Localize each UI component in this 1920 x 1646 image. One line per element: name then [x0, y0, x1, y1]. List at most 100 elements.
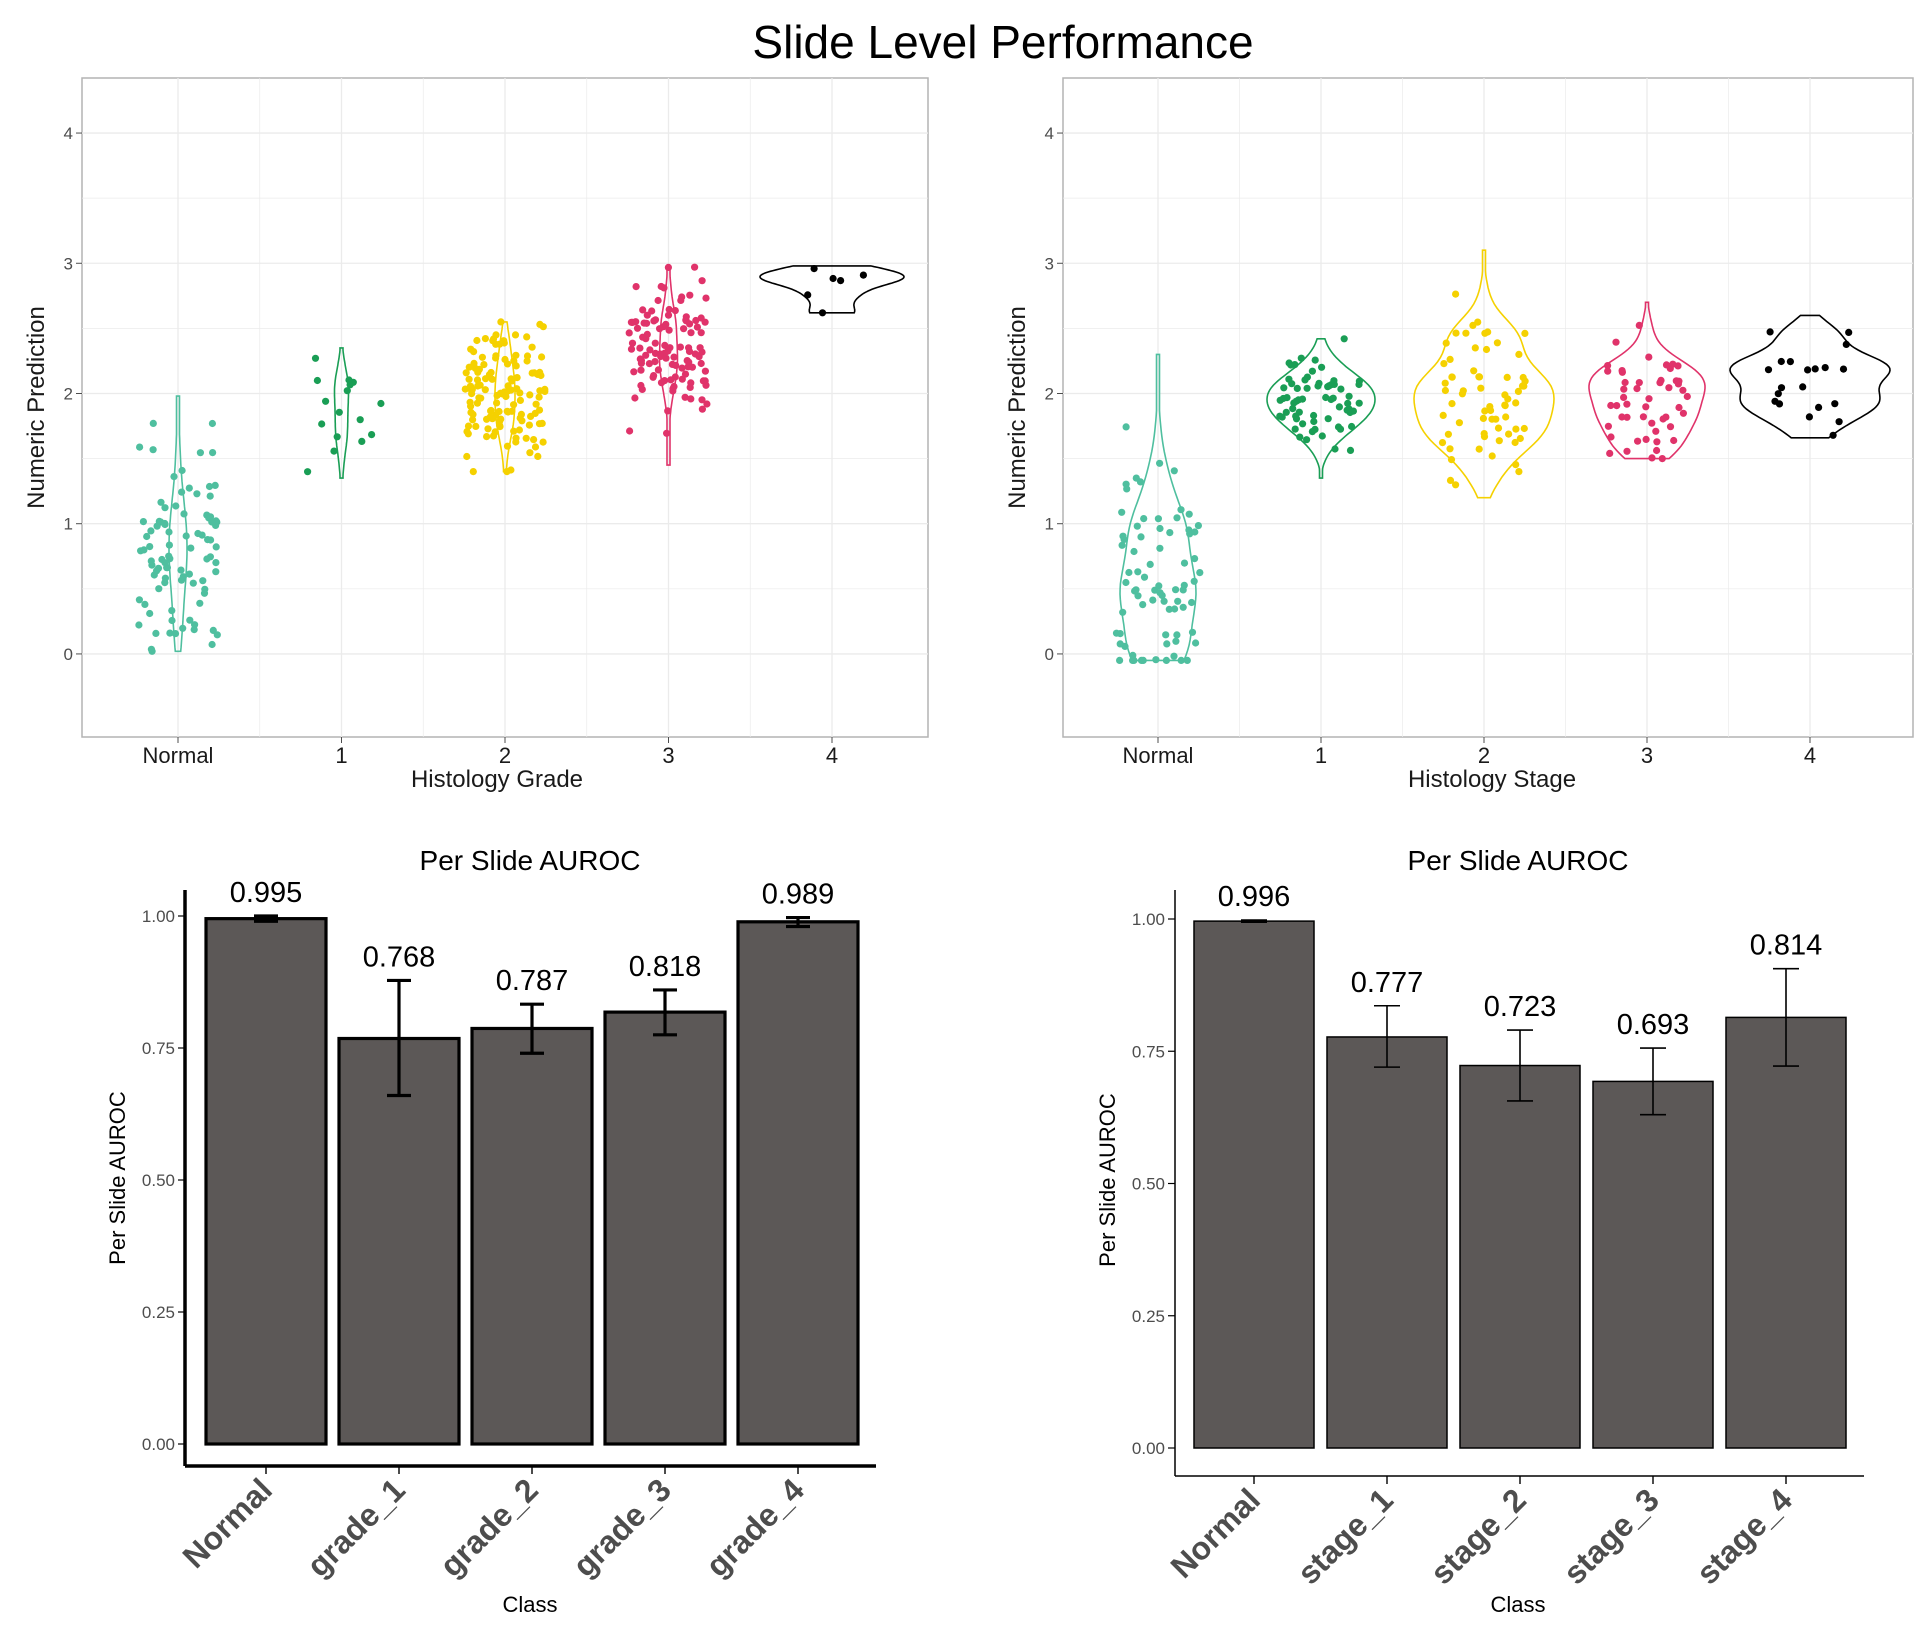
data-point — [687, 329, 695, 337]
data-point — [135, 621, 143, 629]
data-point — [1657, 376, 1665, 384]
data-point — [1662, 361, 1671, 369]
data-point — [522, 434, 530, 442]
data-point — [1764, 366, 1773, 374]
data-point — [1123, 485, 1131, 493]
data-point — [212, 559, 220, 567]
data-point — [469, 416, 477, 424]
data-point — [161, 559, 169, 567]
data-point — [1481, 329, 1489, 337]
data-point — [670, 353, 678, 361]
bar-chart-title: Per Slide AUROC — [420, 845, 641, 876]
data-point — [480, 361, 488, 369]
data-point — [539, 323, 547, 331]
data-point — [481, 386, 489, 394]
data-point — [501, 355, 509, 364]
data-point — [1173, 631, 1181, 639]
data-point — [697, 314, 705, 322]
data-point — [465, 375, 473, 383]
data-point — [330, 447, 338, 455]
data-point — [322, 397, 330, 405]
data-point — [1172, 586, 1180, 594]
data-point — [208, 419, 216, 428]
data-point — [464, 422, 473, 430]
data-point — [504, 408, 512, 416]
data-point — [157, 498, 165, 506]
data-point — [698, 277, 706, 285]
y-axis-title: Per Slide AUROC — [105, 1091, 130, 1265]
data-point — [1337, 385, 1345, 393]
data-point — [1180, 581, 1188, 589]
data-point — [313, 376, 321, 385]
data-point — [645, 360, 654, 368]
data-point — [185, 570, 193, 578]
data-point — [1512, 399, 1520, 407]
data-point — [496, 421, 504, 429]
data-point — [685, 358, 693, 366]
data-point — [180, 510, 188, 518]
data-point — [149, 419, 157, 427]
data-point — [1188, 628, 1197, 636]
data-point — [1658, 455, 1666, 463]
data-point — [627, 345, 636, 353]
data-point — [687, 379, 695, 387]
data-point — [625, 329, 633, 337]
data-point — [669, 385, 677, 393]
data-point — [691, 350, 699, 358]
stage-violin-panel: 0 1 2 3 4 Normal 1 2 3 4 Histology Stage Numeric Pr… — [1004, 77, 1914, 793]
points-1 — [1276, 335, 1363, 454]
figure-title: Slide Level Performance — [752, 16, 1253, 68]
data-point — [146, 609, 154, 618]
data-point — [1452, 481, 1460, 489]
data-point — [1292, 397, 1300, 405]
data-point — [681, 370, 690, 378]
data-point — [168, 616, 176, 625]
x-tick-label: 1 — [1315, 743, 1327, 768]
data-point — [1170, 652, 1178, 660]
data-point — [1502, 413, 1510, 421]
data-point — [500, 339, 508, 347]
data-point — [1633, 385, 1641, 393]
data-point — [208, 518, 216, 526]
data-point — [1520, 424, 1528, 433]
data-point — [1171, 605, 1179, 613]
data-point — [489, 335, 498, 343]
data-point — [1459, 387, 1467, 395]
data-point — [664, 407, 672, 415]
data-point — [1170, 467, 1178, 475]
data-point — [1132, 474, 1140, 482]
data-point — [1324, 415, 1332, 423]
data-label: 0.818 — [629, 951, 702, 983]
data-point — [1285, 359, 1293, 367]
data-point — [161, 574, 169, 582]
data-point — [1297, 354, 1305, 362]
violin-4 — [1729, 314, 1891, 439]
data-point — [534, 452, 542, 460]
data-point — [161, 504, 169, 512]
data-point — [1679, 386, 1687, 394]
data-point — [1140, 515, 1148, 523]
data-point — [1346, 446, 1355, 454]
data-point — [1116, 656, 1124, 665]
y-tick-label: 4 — [1045, 124, 1054, 143]
data-point — [1839, 365, 1848, 373]
data-point — [1452, 290, 1460, 298]
y-tick-label: 0 — [64, 645, 73, 664]
data-point — [1659, 415, 1667, 423]
data-point — [515, 426, 524, 434]
data-point — [488, 415, 496, 423]
data-point — [1515, 350, 1523, 358]
data-point — [185, 484, 193, 492]
data-point — [1495, 437, 1503, 445]
data-point — [1194, 522, 1202, 530]
data-point — [657, 379, 666, 387]
data-point — [473, 336, 481, 345]
data-point — [1512, 425, 1520, 433]
data-point — [1318, 363, 1326, 371]
y-tick-label: 0.00 — [142, 1435, 175, 1454]
data-point — [1292, 415, 1301, 423]
data-point — [665, 326, 673, 334]
data-point — [654, 366, 663, 374]
data-point — [1829, 431, 1837, 439]
